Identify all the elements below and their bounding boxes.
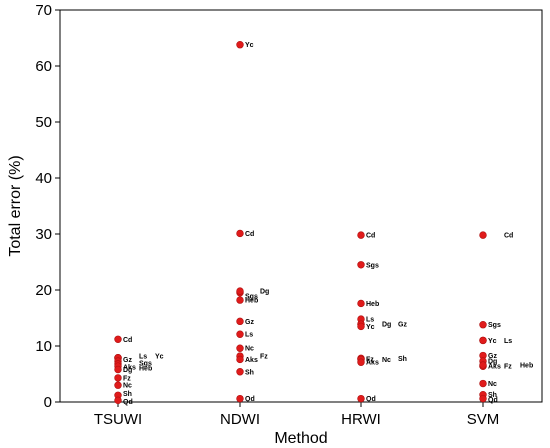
data-point [114,396,122,405]
plot-frame [59,9,543,403]
y-tick-label: 20 [35,282,52,299]
data-label: Yc [488,338,497,345]
data-label: Sh [123,391,132,398]
data-point [236,287,244,295]
data-point [357,299,365,308]
data-label: Ls [139,353,147,360]
data-label: Aks [488,364,501,371]
data-point [236,41,244,49]
data-label: Nc [382,357,391,364]
data-point [236,229,244,238]
x-tick-label: HRWI [341,411,381,428]
data-label: Gz [123,357,132,364]
data-point [236,317,244,326]
data-label: Nc [245,346,254,353]
data-point [114,374,122,382]
data-point [357,231,365,239]
data-label: Cd [245,231,254,238]
y-tick-label: 60 [35,58,52,75]
data-point [114,335,122,343]
y-axis: 0 10 20 30 40 50 60 70 [35,2,60,411]
data-label: Heb [245,298,258,305]
data-point [479,231,487,239]
data-point [357,358,365,366]
y-axis-title: Total error (%) [7,155,24,256]
data-point [357,394,365,403]
data-label: Nc [123,383,132,390]
data-point [479,336,487,345]
data-label: Aks [245,357,258,364]
data-label: Fz [260,354,268,361]
data-label: Heb [366,301,379,308]
data-point [479,394,487,403]
data-label: Fz [504,364,512,371]
data-label: Fz [123,375,131,382]
x-tick-label: NDWI [220,411,260,428]
y-tick-label: 0 [44,394,52,411]
data-label: Gz [245,319,254,326]
data-label: Sgs [245,293,258,300]
data-label: Cd [366,233,375,240]
y-tick-label: 50 [35,114,52,131]
data-label: Gz [398,322,407,329]
data-label: Cd [123,337,132,344]
data-label: Gz [488,353,497,360]
data-label: Ls [504,338,512,345]
data-label: Ls [366,317,374,324]
data-point [236,330,244,338]
data-label: Sgs [139,361,152,368]
data-label: Dg [488,359,497,366]
data-label: Nc [488,381,497,388]
data-point [114,381,122,389]
data-label: Qd [123,399,133,406]
x-tick-label: SVM [467,411,500,428]
data-point [236,296,244,304]
data-label: Sgs [488,322,501,329]
data-label: Dg [123,367,132,374]
y-tick-label: 40 [35,170,52,187]
data-label: Yc [155,353,164,360]
data-label: Qd [488,397,498,404]
data-label: Sh [398,356,407,363]
data-point [479,321,487,329]
data-label: Qd [245,396,255,403]
data-label: Aks [123,364,136,371]
y-tick-label: 10 [35,338,52,355]
data-label: Dg [382,322,391,329]
data-label: Sgs [366,262,379,269]
data-point [236,355,244,364]
data-label: Yc [366,324,375,331]
data-point [357,322,365,331]
data-point [357,261,365,269]
data-label: Dg [260,289,269,296]
x-axis: TSUWI NDWI HRWI SVM [94,402,499,428]
data-label: Heb [520,363,533,370]
data-point [479,379,487,388]
data-label: Qd [366,396,376,403]
y-tick-label: 70 [35,2,52,19]
data-point [236,344,244,352]
data-point [114,365,122,374]
data-label: Sh [488,392,497,399]
x-axis-title: Method [274,430,327,447]
x-tick-label: TSUWI [94,411,142,428]
data-label: Yc [245,42,254,49]
data-label: Heb [139,366,152,373]
data-label: Cd [504,233,513,240]
data-label: Aks [366,360,379,367]
y-tick-label: 30 [35,226,52,243]
data-label: Ls [245,332,253,339]
data-label: Fz [366,356,374,363]
data-point [236,394,244,403]
data-label: Sh [245,369,254,376]
data-point [479,361,487,369]
data-point [236,368,244,376]
